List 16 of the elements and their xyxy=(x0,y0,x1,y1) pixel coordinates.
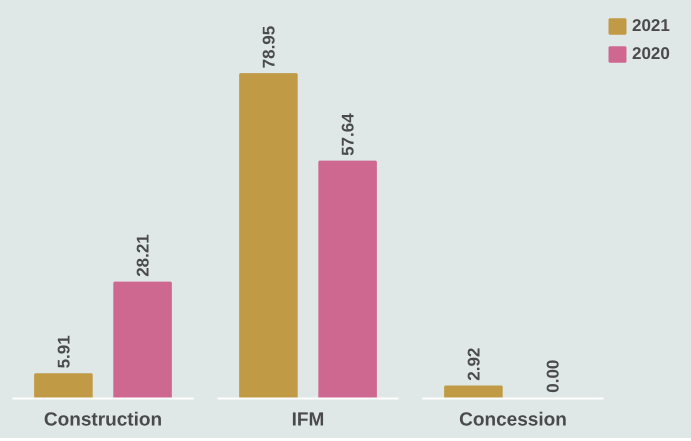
bar xyxy=(34,373,93,398)
bar xyxy=(318,160,377,398)
x-tick-label: IFM xyxy=(292,410,324,430)
data-label: 2.92 xyxy=(464,348,484,381)
data-label: 57.64 xyxy=(338,112,358,156)
legend-label: 2020 xyxy=(632,44,670,64)
bar xyxy=(239,73,298,398)
bar xyxy=(113,282,172,398)
data-label: 5.91 xyxy=(54,335,74,368)
bar xyxy=(444,386,503,398)
x-tick-label: Construction xyxy=(44,410,162,430)
data-label: 28.21 xyxy=(134,234,153,277)
data-label: 78.95 xyxy=(259,26,278,68)
legend-label: 2021 xyxy=(632,16,670,36)
x-tick-label: Concession xyxy=(459,410,567,430)
data-label: 0.00 xyxy=(544,360,563,393)
